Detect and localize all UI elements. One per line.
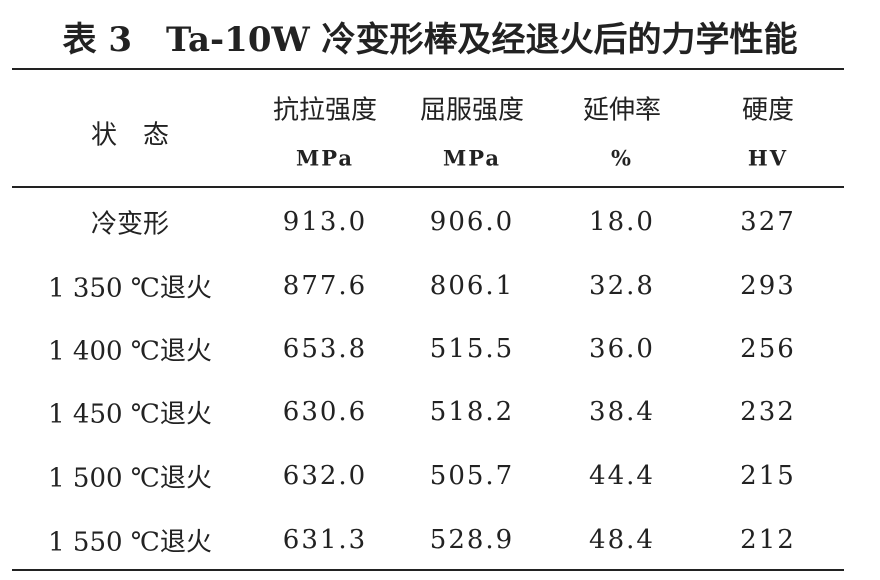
header-unit: % [611, 145, 633, 171]
header-cell: 状 态 [90, 120, 170, 151]
table-cell: 48.4 [589, 525, 655, 555]
table-cell: 877.6 [282, 271, 368, 301]
table-cell: 256 [740, 334, 796, 364]
table-cell: 18.0 [589, 207, 655, 237]
table-cell: 327 [740, 207, 796, 237]
table-cell: 630.6 [282, 397, 368, 427]
row-label: 1 550 ℃退火 [48, 527, 212, 558]
top-rule [12, 68, 844, 70]
header-cell: 延伸率 [582, 95, 662, 126]
table-cell: 806.1 [429, 271, 515, 301]
table-cell: 653.8 [282, 334, 368, 364]
table-cell: 505.7 [429, 461, 515, 491]
header-cell: 硬度 [741, 95, 795, 126]
header-unit: HV [747, 145, 789, 171]
header-unit: MPa [442, 145, 502, 171]
table-cell: 232 [740, 397, 796, 427]
header-rule [12, 186, 844, 188]
table-cell: 631.3 [282, 525, 368, 555]
table-cell: 518.2 [429, 397, 515, 427]
table-cell: 632.0 [282, 461, 368, 491]
row-label: 冷变形 [90, 209, 170, 240]
table-cell: 293 [740, 271, 796, 301]
header-cell: 屈服强度 [419, 95, 525, 126]
table-cell: 515.5 [429, 334, 515, 364]
row-label: 1 450 ℃退火 [48, 399, 212, 430]
table-cell: 528.9 [429, 525, 515, 555]
table-cell: 36.0 [589, 334, 655, 364]
table-cell: 212 [740, 525, 796, 555]
header-unit: MPa [295, 145, 355, 171]
row-label: 1 350 ℃退火 [48, 273, 212, 304]
table-title: 表 3 Ta-10W 冷变形棒及经退火后的力学性能 [62, 20, 798, 60]
bottom-rule [12, 569, 844, 571]
row-label: 1 400 ℃退火 [48, 336, 212, 367]
table-cell: 215 [740, 461, 796, 491]
header-cell: 抗拉强度 [272, 95, 378, 126]
table-cell: 38.4 [589, 397, 655, 427]
table-cell: 913.0 [282, 207, 368, 237]
table-cell: 44.4 [589, 461, 655, 491]
table-cell: 32.8 [589, 271, 655, 301]
row-label: 1 500 ℃退火 [48, 463, 212, 494]
table-cell: 906.0 [429, 207, 515, 237]
